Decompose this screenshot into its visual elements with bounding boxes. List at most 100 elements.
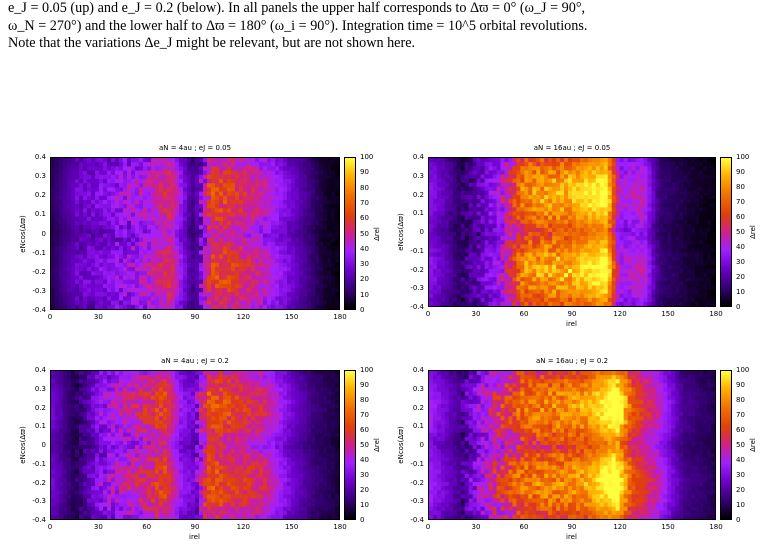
heatmap-cell xyxy=(307,241,312,247)
heatmap-cell xyxy=(476,182,482,188)
heatmap-cell xyxy=(635,244,641,250)
heatmap-cell xyxy=(107,162,112,167)
heatmap-cell xyxy=(520,232,525,237)
heatmap-cell xyxy=(255,250,260,256)
heatmap-cell xyxy=(440,293,446,299)
heatmap-cell xyxy=(611,281,617,287)
heatmap-cell xyxy=(484,182,490,188)
heatmap-cell xyxy=(283,220,288,226)
heatmap-cell xyxy=(139,229,144,235)
heatmap-cell xyxy=(448,166,454,171)
heatmap-cell xyxy=(512,293,517,299)
heatmap-cell xyxy=(191,191,196,197)
heatmap-cell xyxy=(267,258,272,264)
heatmap-cell xyxy=(327,204,332,209)
heatmap-cell xyxy=(460,158,466,163)
heatmap-cell xyxy=(683,190,688,196)
heatmap-cell xyxy=(655,227,660,233)
heatmap-cell xyxy=(460,236,466,241)
heatmap-cell xyxy=(579,166,585,171)
heatmap-cell xyxy=(319,279,324,285)
heatmap-cell xyxy=(496,293,502,299)
heatmap-cell xyxy=(243,187,248,193)
heatmap-cell xyxy=(331,166,336,172)
heatmap-cell xyxy=(528,219,533,225)
heatmap-cell xyxy=(468,256,474,262)
heatmap-cell xyxy=(327,212,332,218)
heatmap-cell xyxy=(603,170,609,176)
heatmap-cell xyxy=(327,250,332,256)
heatmap-cell xyxy=(572,178,577,184)
heatmap-cell xyxy=(464,211,470,217)
heatmap-cell xyxy=(283,195,288,201)
heatmap-cell xyxy=(219,199,224,205)
heatmap-cell xyxy=(536,166,541,171)
heatmap-cell xyxy=(623,297,629,303)
heatmap-cell xyxy=(175,271,180,277)
heatmap-cell xyxy=(119,250,124,256)
heatmap-cell xyxy=(287,220,292,226)
heatmap-cell xyxy=(639,297,645,303)
heatmap-cell xyxy=(568,190,573,196)
heatmap-cell xyxy=(155,199,160,205)
heatmap-cell xyxy=(448,264,454,270)
heatmap-cell xyxy=(119,237,124,243)
heatmap-cell xyxy=(247,199,252,205)
heatmap-cell xyxy=(191,166,196,172)
heatmap-cell xyxy=(327,267,332,272)
heatmap-cell xyxy=(327,254,332,260)
heatmap-cell xyxy=(639,260,645,266)
heatmap-cell xyxy=(227,296,232,302)
heatmap-cell xyxy=(591,248,597,254)
heatmap-cell xyxy=(639,301,645,306)
heatmap-cell xyxy=(171,279,176,285)
heatmap-cell xyxy=(195,262,200,268)
heatmap-cell xyxy=(327,178,332,184)
heatmap-cell xyxy=(671,260,676,266)
heatmap-cell xyxy=(675,215,680,221)
heatmap-cell xyxy=(667,252,672,258)
heatmap-cell xyxy=(468,301,474,306)
heatmap-cell xyxy=(151,254,156,260)
heatmap-cell xyxy=(579,297,585,303)
heatmap-cell xyxy=(667,178,672,184)
heatmap-cell xyxy=(91,300,96,306)
heatmap-cell xyxy=(267,162,272,167)
heatmap-cell xyxy=(472,240,478,245)
heatmap-cell xyxy=(663,211,668,217)
heatmap-cell xyxy=(575,182,581,188)
heatmap-cell xyxy=(679,207,684,213)
heatmap-cell xyxy=(247,237,252,243)
heatmap-cell xyxy=(199,258,204,264)
heatmap-cell xyxy=(63,246,68,251)
heatmap-cell xyxy=(191,162,196,167)
heatmap-cell xyxy=(179,271,184,277)
heatmap-cell xyxy=(607,190,613,196)
heatmap-cell xyxy=(275,195,280,201)
heatmap-cell xyxy=(480,207,486,213)
heatmap-cell xyxy=(504,264,510,270)
heatmap-cell xyxy=(147,220,152,226)
heatmap-cell xyxy=(683,236,688,241)
heatmap-cell xyxy=(91,271,96,277)
heatmap-cell xyxy=(115,271,120,277)
heatmap-cell xyxy=(151,191,156,197)
heatmap-cell xyxy=(615,199,621,204)
heatmap-cell xyxy=(560,211,565,217)
heatmap-cell xyxy=(488,158,494,163)
heatmap-cell xyxy=(683,256,688,262)
heatmap-cell xyxy=(480,190,486,196)
heatmap-cell xyxy=(291,267,296,272)
heatmap-cell xyxy=(575,162,581,167)
heatmap-cell xyxy=(135,229,140,235)
heatmap-cell xyxy=(627,182,633,188)
heatmap-cell xyxy=(235,275,240,281)
heatmap-cell xyxy=(187,174,192,180)
heatmap-cell xyxy=(247,170,252,176)
heatmap-cell xyxy=(91,195,96,201)
heatmap-cell xyxy=(111,275,116,281)
heatmap-cell xyxy=(683,178,688,184)
heatmap-cell xyxy=(287,275,292,281)
heatmap-cell xyxy=(595,182,601,188)
heatmap-cell xyxy=(667,195,672,200)
